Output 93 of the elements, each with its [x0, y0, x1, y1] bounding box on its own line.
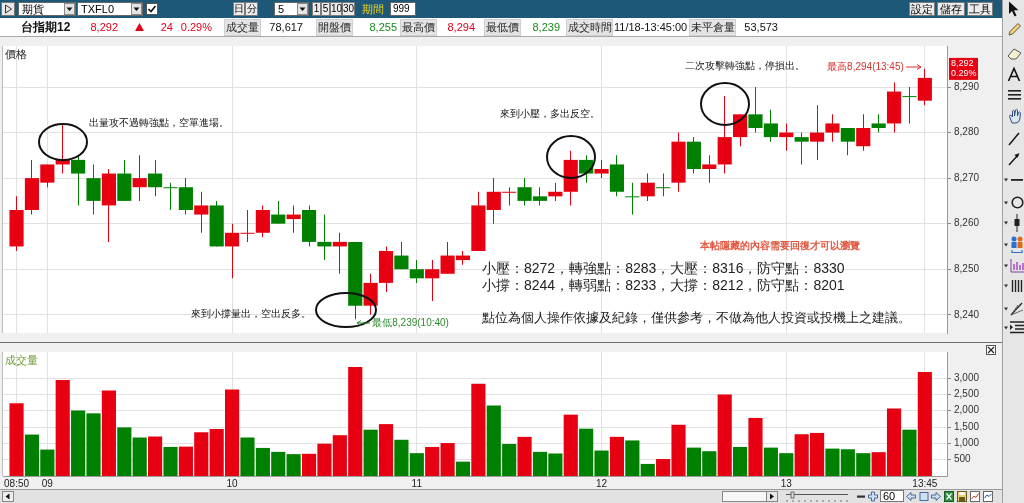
bar	[625, 440, 640, 476]
y-axis-title: 成交量	[5, 353, 38, 366]
bar	[9, 403, 24, 476]
x-tick-label: 11	[411, 477, 423, 489]
text: 53,573	[743, 20, 778, 35]
y-tick-label: 8,280	[954, 126, 980, 138]
y-tick-label: 2,500	[954, 388, 980, 400]
annotation: 來到小撐量出，空出反多。	[191, 307, 311, 319]
bar	[517, 436, 532, 476]
annotation: 最高8,294(13:45)	[827, 60, 904, 72]
bar	[163, 446, 178, 476]
text: 8,292	[951, 58, 974, 69]
annotation: 小壓：8272，轉強點：8283，大壓：8316，防守點：8330	[482, 259, 845, 276]
text: 台指期12	[21, 19, 71, 36]
candlestick	[656, 173, 671, 197]
annotation: 本帖隱藏的內容需要回復才可以瀏覽	[699, 239, 860, 251]
annotation: 小撐：8244，轉弱點：8233，大撐：8212，防守點：8201	[482, 276, 845, 293]
bar	[132, 437, 147, 476]
bar	[609, 436, 625, 476]
text: 999	[390, 2, 416, 16]
x-tick-label: 09	[41, 477, 54, 489]
bar	[748, 417, 763, 476]
x-tick-label: 10	[226, 477, 239, 489]
annotation: 出量攻不過轉強點，空單進場。	[88, 117, 229, 129]
candlestick	[625, 182, 640, 215]
y-tick-label: 8,290	[954, 80, 980, 92]
text: 最低價	[484, 19, 521, 36]
bar	[917, 371, 932, 476]
text: 5	[321, 2, 330, 16]
text: 10	[330, 2, 343, 16]
bar	[717, 394, 732, 476]
bar	[563, 414, 578, 476]
bar	[286, 454, 301, 476]
text: 設定	[909, 2, 935, 16]
text: 8,294	[446, 20, 475, 35]
text: 0.29%	[951, 68, 977, 79]
annotation: 二次攻擊轉強點，停損出。	[685, 59, 805, 71]
y-tick-label: 8,260	[954, 217, 980, 229]
bar	[440, 443, 455, 476]
text: TXFL0	[77, 2, 143, 16]
text: 24	[159, 20, 173, 35]
y-tick-label: 2,000	[954, 404, 980, 416]
bar	[101, 390, 116, 476]
bar	[640, 463, 655, 476]
text: 30	[342, 2, 355, 16]
y-tick-label: 500	[954, 453, 972, 465]
text: 最高價	[400, 19, 437, 36]
annotation: 來到小壓，多出反空。	[500, 107, 600, 119]
candlestick	[902, 87, 917, 124]
bar	[394, 439, 409, 476]
text: 儲存	[937, 2, 965, 16]
y-tick-label: 1,000	[954, 437, 980, 449]
y-tick-label: 8,250	[954, 262, 980, 274]
text: 8,239	[531, 20, 560, 35]
y-axis-title: 價格	[5, 47, 27, 60]
bar	[409, 453, 424, 476]
text: 60	[880, 490, 904, 502]
text: 0.29%	[180, 20, 212, 35]
text: 8,292	[89, 20, 118, 35]
y-tick-label: 8,240	[954, 308, 980, 320]
annotation: 點位為個人操作依據及紀錄，僅供參考，不做為他人投資或投機上之建議。	[481, 309, 911, 325]
x-tick-label: 13	[780, 477, 793, 489]
text: 成交時間	[566, 19, 613, 36]
bar	[902, 429, 917, 476]
x-tick-label: 08:50	[4, 477, 30, 489]
bar	[148, 436, 163, 476]
bar	[363, 429, 378, 476]
text: 期間	[360, 2, 385, 16]
text: 11/18-13:45:00	[614, 20, 688, 35]
text: 未平倉量	[689, 19, 736, 36]
text: 日	[233, 2, 245, 16]
y-tick-label: 8,270	[954, 171, 980, 183]
bar	[733, 446, 748, 476]
text: 5	[274, 2, 309, 16]
bar	[471, 383, 486, 476]
x-tick-label: 13:45	[912, 477, 938, 489]
bar	[378, 424, 394, 476]
y-tick-label: 1,500	[954, 420, 980, 432]
bar	[425, 446, 440, 476]
text: 8,255	[368, 20, 397, 35]
y-tick-label: 3,000	[954, 371, 980, 383]
text: 1	[312, 2, 321, 16]
annotation: 最低8,239(10:40)	[372, 317, 449, 329]
bar	[117, 427, 132, 476]
text: 開盤價	[316, 19, 353, 36]
text: 工具	[967, 2, 993, 16]
x-tick-label: 12	[595, 477, 608, 489]
text: 期貨	[18, 2, 76, 16]
bar	[455, 461, 471, 476]
text: 78,617	[268, 20, 303, 35]
text: 成交量	[224, 19, 261, 36]
text: 分	[245, 2, 258, 16]
bar	[55, 380, 70, 476]
